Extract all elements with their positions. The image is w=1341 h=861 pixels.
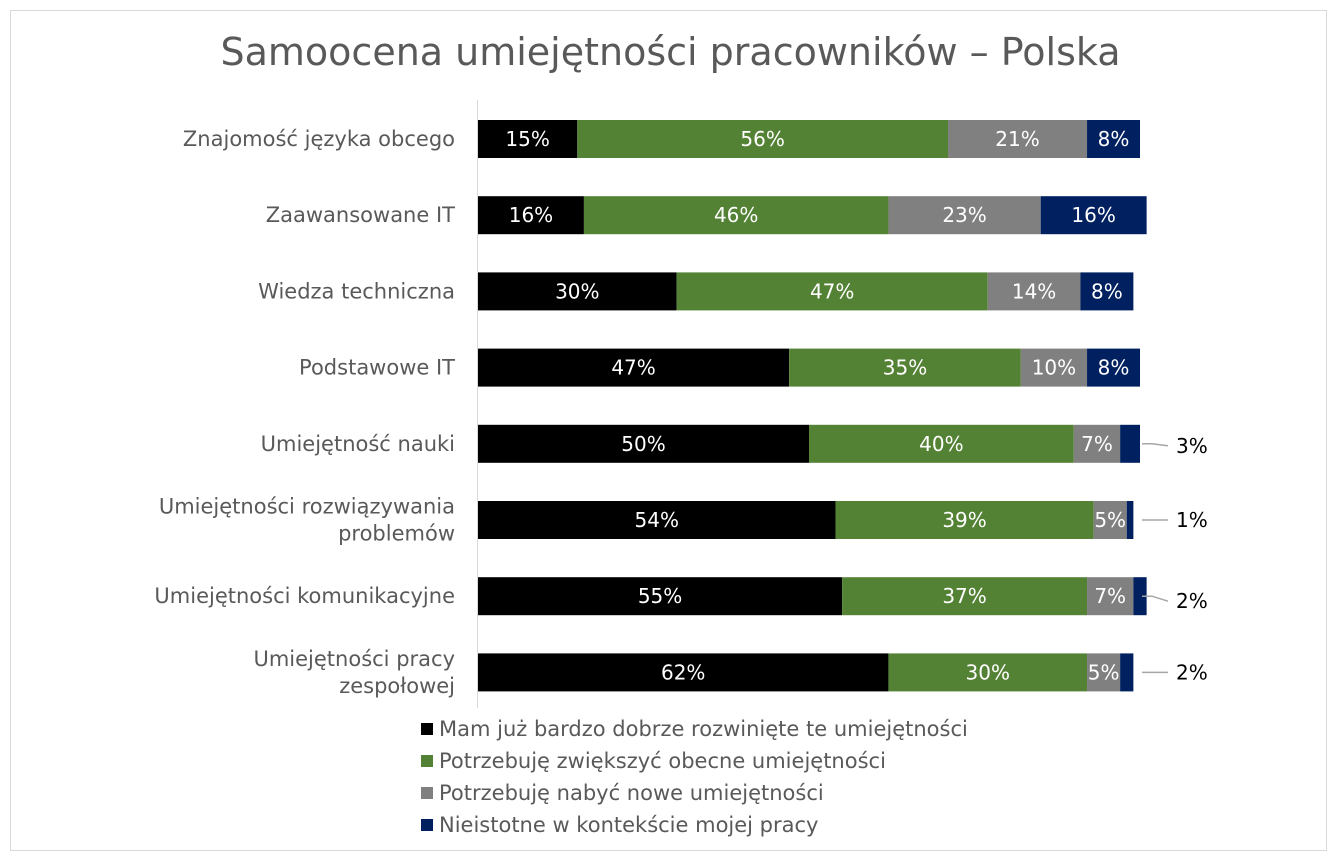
bar-segment (1087, 577, 1134, 616)
bar-segment (888, 196, 1041, 235)
data-label: 5% (1088, 660, 1120, 684)
category-label: Zaawansowane IT (266, 203, 455, 227)
legend-item: Potrzebuję nabyć nowe umiejętności (421, 777, 968, 809)
bar-segment (809, 424, 1074, 463)
data-label: 46% (714, 203, 758, 227)
data-label: 54% (635, 508, 679, 532)
legend-label: Mam już bardzo dobrze rozwinięte te umie… (439, 717, 968, 741)
legend-swatch (421, 819, 433, 831)
data-label: 37% (942, 584, 986, 608)
bar-segment (842, 577, 1088, 616)
bar-segment (789, 348, 1021, 387)
data-label: 55% (638, 584, 682, 608)
bar-segment (987, 272, 1081, 311)
category-label: Umiejętności rozwiązywania problemów (159, 495, 455, 546)
data-label: 8% (1091, 279, 1123, 303)
data-label: 7% (1081, 432, 1113, 456)
data-label: 5% (1094, 508, 1126, 532)
bar-segment (1087, 348, 1140, 387)
data-label: 35% (883, 356, 927, 380)
data-label: 30% (555, 279, 599, 303)
data-label: 16% (1071, 203, 1115, 227)
leader-line (1142, 595, 1169, 602)
data-label: 3% (1176, 434, 1208, 458)
category-label: Umiejętność nauki (261, 432, 455, 456)
bar-segment (1087, 120, 1140, 158)
bar-segment (1080, 272, 1134, 311)
data-label: 40% (919, 432, 963, 456)
legend: Mam już bardzo dobrze rozwinięte te umie… (421, 713, 968, 841)
bar-segment (478, 653, 889, 692)
legend-swatch (421, 755, 433, 767)
data-label: 62% (661, 660, 705, 684)
chart-title: Samoocena umiejętności pracowników – Pol… (220, 30, 1121, 74)
bar-segment (1120, 424, 1140, 463)
bar-segment (1087, 653, 1121, 692)
data-label: 2% (1176, 589, 1208, 613)
bar-segment (478, 501, 836, 539)
bar-segment (1020, 348, 1088, 387)
data-label: 8% (1098, 127, 1130, 151)
bar-segment (478, 196, 584, 235)
bar-segment (1133, 577, 1147, 616)
data-label: 7% (1094, 584, 1126, 608)
bar-segment (1120, 653, 1134, 692)
bar-segment (888, 653, 1088, 692)
bar-segment (835, 501, 1094, 539)
bar-segment (478, 577, 843, 616)
data-label: 15% (505, 127, 549, 151)
data-label: 2% (1176, 660, 1208, 684)
data-label: 47% (611, 356, 655, 380)
category-label: Znajomość języka obcego (183, 127, 455, 151)
legend-swatch (421, 723, 433, 735)
legend-item: Potrzebuję zwiększyć obecne umiejętności (421, 745, 968, 777)
data-label: 50% (621, 432, 665, 456)
data-label: 21% (995, 127, 1039, 151)
legend-label: Potrzebuję nabyć nowe umiejętności (439, 781, 824, 805)
data-label: 30% (966, 660, 1010, 684)
legend-item: Nieistotne w kontekście mojej pracy (421, 809, 968, 841)
data-label: 23% (942, 203, 986, 227)
data-label: 47% (810, 279, 854, 303)
bar-segment (1093, 501, 1127, 539)
bar-segment (1073, 424, 1121, 463)
bar-segment (948, 120, 1088, 158)
category-label: Umiejętności pracy zespołowej (253, 647, 455, 698)
category-label: Wiedza techniczna (258, 279, 455, 303)
data-label: 16% (509, 203, 553, 227)
leader-line (1142, 443, 1169, 447)
bar-segment (1126, 501, 1134, 539)
data-label: 39% (942, 508, 986, 532)
data-label: 1% (1176, 508, 1208, 532)
legend-label: Nieistotne w kontekście mojej pracy (439, 813, 819, 837)
data-label: 56% (740, 127, 784, 151)
data-label: 14% (1012, 279, 1056, 303)
bar-segment (1040, 196, 1147, 235)
bar-segment (577, 120, 949, 158)
bar-segment (583, 196, 889, 235)
data-label: 10% (1032, 356, 1076, 380)
category-label: Podstawowe IT (299, 356, 455, 380)
legend-swatch (421, 787, 433, 799)
data-label: 8% (1098, 356, 1130, 380)
bar-segment (478, 424, 809, 463)
bar-segment (478, 348, 790, 387)
legend-item: Mam już bardzo dobrze rozwinięte te umie… (421, 713, 968, 745)
bar-segment (676, 272, 988, 311)
bar-segment (478, 120, 578, 158)
legend-label: Potrzebuję zwiększyć obecne umiejętności (439, 749, 886, 773)
category-label: Umiejętności komunikacyjne (154, 584, 455, 608)
bar-segment (478, 272, 677, 311)
